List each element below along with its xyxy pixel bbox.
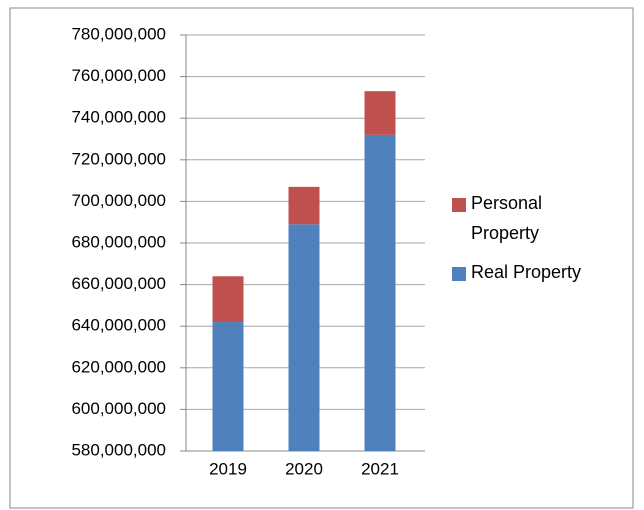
legend: Personal Property Real Property: [452, 193, 627, 301]
x-tick-label: 2020: [285, 459, 323, 478]
y-tick-label: 700,000,000: [71, 191, 166, 210]
y-tick-label: 680,000,000: [71, 232, 166, 251]
bar-segment: [364, 134, 396, 451]
chart-border: [9, 7, 634, 509]
y-tick-label: 660,000,000: [71, 274, 166, 293]
legend-item: Personal Property: [452, 193, 627, 248]
y-tick-label: 640,000,000: [71, 316, 166, 335]
legend-item: Real Property: [452, 262, 627, 287]
legend-swatch: [452, 198, 466, 212]
y-tick-label: 720,000,000: [71, 149, 166, 168]
x-tick-label: 2021: [361, 459, 399, 478]
legend-swatch: [452, 267, 466, 281]
bar-segment: [212, 276, 244, 323]
bar-segment: [212, 322, 244, 451]
x-tick-label: 2019: [209, 459, 247, 478]
bar-segment: [288, 186, 320, 225]
y-tick-label: 600,000,000: [71, 399, 166, 418]
y-tick-label: 620,000,000: [71, 357, 166, 376]
legend-label: Personal Property: [471, 193, 543, 243]
y-tick-label: 780,000,000: [71, 24, 166, 43]
y-tick-label: 580,000,000: [71, 440, 166, 459]
legend-label: Real Property: [471, 262, 582, 282]
y-tick-label: 760,000,000: [71, 66, 166, 85]
bar-segment: [364, 91, 396, 135]
y-tick-label: 740,000,000: [71, 108, 166, 127]
bar-segment: [288, 224, 320, 451]
